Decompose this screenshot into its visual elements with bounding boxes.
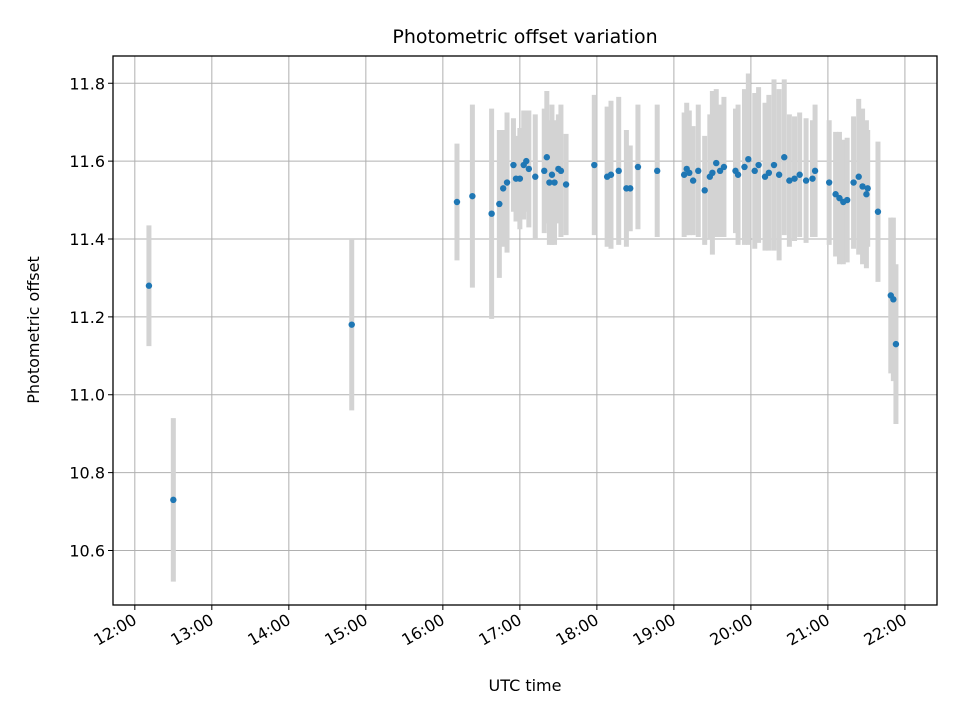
data-point: [695, 167, 702, 175]
data-point: [701, 187, 708, 194]
data-point: [145, 282, 153, 289]
data-point: [720, 163, 728, 171]
data-point: [741, 163, 748, 171]
data-point: [890, 296, 897, 303]
data-point: [786, 177, 793, 184]
data-point: [836, 194, 843, 202]
data-point: [863, 191, 870, 198]
data-point: [488, 210, 495, 217]
data-point: [496, 200, 503, 208]
data-point: [627, 185, 634, 192]
data-point: [809, 175, 816, 182]
data-point: [541, 167, 548, 175]
data-point: [716, 167, 724, 175]
data-point: [557, 167, 565, 175]
data-point: [680, 171, 688, 178]
data-point: [551, 179, 558, 186]
data-point: [755, 161, 762, 169]
data-point: [802, 177, 810, 184]
chart-title: Photometric offset variation: [392, 26, 657, 48]
data-point: [499, 185, 507, 192]
data-point: [615, 167, 622, 175]
data-point: [811, 167, 819, 175]
y-tick-label: 11.4: [69, 230, 105, 249]
data-point: [864, 185, 871, 192]
data-point: [855, 173, 862, 180]
data-point: [634, 163, 642, 171]
data-point: [734, 171, 742, 178]
data-point: [503, 179, 511, 186]
y-tick-label: 10.8: [69, 464, 105, 483]
data-point: [516, 175, 524, 182]
data-point: [523, 157, 530, 165]
data-point: [546, 179, 553, 186]
data-point: [591, 161, 598, 169]
data-point: [874, 208, 882, 215]
data-point: [548, 171, 556, 178]
data-point: [713, 159, 720, 167]
y-tick-label: 11.6: [69, 152, 105, 171]
y-tick-label: 10.6: [69, 541, 105, 560]
data-points: [145, 154, 900, 504]
data-point: [543, 154, 551, 161]
data-point: [525, 165, 533, 173]
data-point: [686, 169, 693, 177]
data-point: [892, 340, 900, 348]
data-point: [745, 155, 752, 163]
data-point: [469, 192, 476, 200]
x-axis-label: UTC time: [489, 676, 562, 695]
data-point: [653, 167, 661, 175]
data-point: [510, 161, 517, 169]
data-point: [709, 169, 716, 177]
data-point: [532, 173, 539, 180]
grid: [113, 56, 937, 605]
data-point: [170, 496, 177, 504]
data-point: [859, 183, 866, 190]
y-tick-label: 11.0: [69, 386, 105, 405]
plot-frame: [112, 55, 938, 606]
y-tick-label: 11.2: [69, 308, 105, 327]
y-axis-ticks: 10.6 10.8 11.0 11.2 11.4 11.6 11.8: [69, 74, 113, 560]
data-point: [781, 154, 788, 161]
data-point: [770, 161, 778, 169]
data-point: [348, 321, 355, 328]
data-point: [689, 177, 697, 184]
data-point: [765, 169, 773, 177]
data-point: [761, 173, 769, 180]
data-point: [843, 196, 851, 204]
data-point: [751, 167, 758, 175]
data-point: [796, 171, 803, 178]
y-axis-label: Photometric offset: [24, 256, 43, 404]
data-point: [791, 175, 798, 182]
data-point: [607, 171, 615, 178]
data-point: [832, 191, 839, 198]
data-point: [562, 181, 570, 188]
data-point: [825, 179, 833, 186]
data-point: [775, 171, 783, 178]
y-tick-label: 11.8: [69, 74, 105, 93]
data-point: [850, 179, 857, 186]
data-point: [453, 198, 461, 206]
